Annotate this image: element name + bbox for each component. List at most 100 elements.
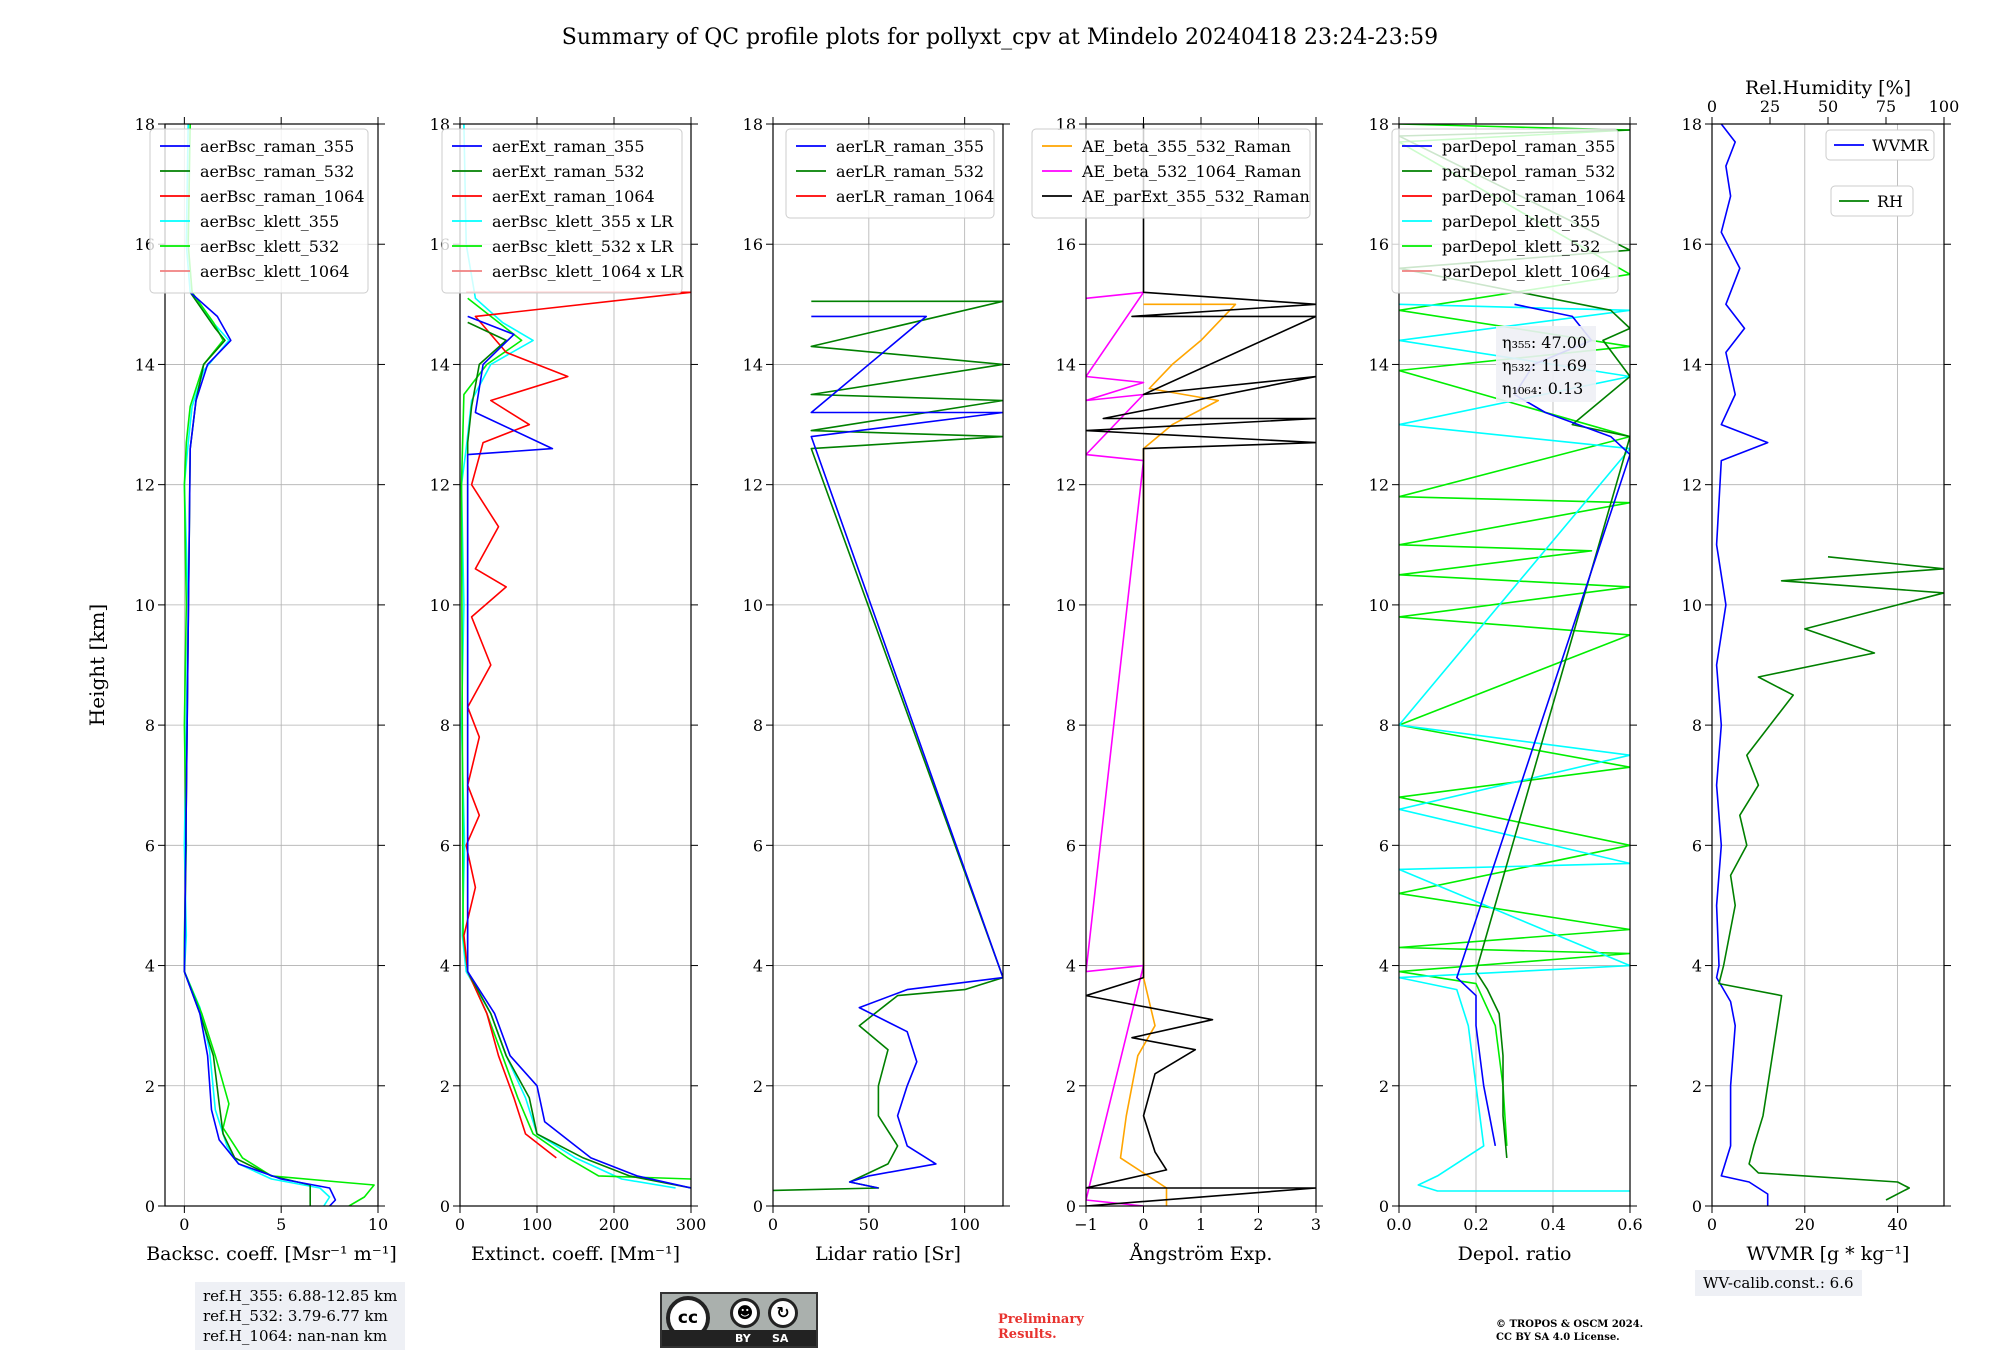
y-tick-label: 10	[1056, 596, 1076, 615]
chart-panel-6: 0 2 4 6 8 10 12 14 16 18 0 20 40 0 25 50 75 100 Rel.Humidi…	[1682, 77, 1960, 1265]
axes-frame	[1711, 123, 1945, 1207]
series-group	[773, 300, 1003, 1192]
figure-title: Summary of QC profile plots for pollyxt_…	[562, 25, 1438, 50]
series-line-aerBsc_raman_355	[183, 291, 337, 1206]
x-axis-label: WVMR [g * kg⁻¹]	[1747, 1243, 1910, 1265]
x2-tick-label: 0	[1707, 97, 1717, 116]
legend: aerExt_raman_355 aerExt_raman_532 aerExt_r…	[441, 128, 684, 294]
chart-panel-3: 0 2 4 6 8 10 12 14 16 18 0 50 100 Lidar ratio [Sr] aer…	[743, 115, 1010, 1265]
y-tick-label: 14	[135, 355, 155, 374]
x-tick-label: 0.4	[1540, 1215, 1565, 1234]
legend-label: parDepol_klett_532	[1442, 237, 1600, 256]
legend-box	[1391, 128, 1619, 294]
chart-panel-5: 0 2 4 6 8 10 12 14 16 18 0.0 0.2 0.4 0.6 Depol. ratio p…	[1369, 115, 1643, 1265]
axes-frame	[772, 123, 1004, 1207]
y-tick-label: 2	[753, 1077, 763, 1096]
x-axis-label: Backsc. coeff. [Msr⁻¹ m⁻¹]	[146, 1243, 397, 1265]
x-tick-label: 300	[676, 1215, 707, 1234]
legend-label: RH	[1877, 192, 1903, 211]
legend-label: WVMR	[1872, 136, 1929, 155]
y-tick-label: 10	[430, 596, 450, 615]
y-tick-label: 10	[1682, 596, 1702, 615]
x-tick-label: 20	[1795, 1215, 1815, 1234]
y-tick-label: 14	[1369, 355, 1389, 374]
x-tick-label: 100	[522, 1215, 553, 1234]
series-group	[460, 124, 691, 1189]
wv-calibration-box: WV-calib.const.: 6.6	[1695, 1270, 1862, 1296]
y-tick-label: 6	[1692, 836, 1702, 855]
legend-label: parDepol_klett_355	[1442, 212, 1600, 231]
x2-tick-label: 100	[1929, 97, 1960, 116]
y-tick-label: 8	[1692, 716, 1702, 735]
license-bar	[662, 1330, 816, 1346]
y-tick-label: 4	[1066, 957, 1076, 976]
y-tick-label: 4	[1379, 957, 1389, 976]
legend: AE_beta_355_532_Raman AE_beta_532_1064_Ra…	[1031, 128, 1311, 219]
legend-box	[1825, 129, 1935, 161]
license-sa-label: SA	[772, 1332, 789, 1345]
y-tick-label: 2	[145, 1077, 155, 1096]
legend-label: aerBsc_klett_355	[200, 212, 339, 231]
x-tick-label: 5	[276, 1215, 286, 1234]
x-tick-label: 10	[368, 1215, 388, 1234]
preliminary-line-2: Results.	[998, 1327, 1057, 1342]
legend-label: AE_beta_532_1064_Raman	[1081, 162, 1301, 181]
x-tick-label: −1	[1074, 1215, 1098, 1234]
y-tick-label: 8	[753, 716, 763, 735]
y-tick-label: 18	[1682, 115, 1702, 134]
y-tick-label: 10	[135, 596, 155, 615]
x-tick-label: 100	[949, 1215, 980, 1234]
x-tick-label: 0	[179, 1215, 189, 1234]
legend-label: aerBsc_klett_1064	[200, 262, 349, 281]
y-tick-label: 6	[1066, 836, 1076, 855]
legend-label: parDepol_raman_1064	[1442, 187, 1626, 206]
x-axis-label: Lidar ratio [Sr]	[815, 1243, 961, 1265]
y-tick-label: 16	[1682, 235, 1702, 254]
legend: aerBsc_raman_355 aerBsc_raman_532 aerBsc_r…	[149, 128, 369, 294]
y-axis-label: Height [km]	[85, 604, 109, 726]
x2-axis-label: Rel.Humidity [%]	[1745, 77, 1911, 99]
series-line-aerExt_raman_355	[466, 315, 691, 1189]
legend-label: aerLR_raman_532	[836, 162, 984, 181]
license-by-label: BY	[735, 1332, 751, 1345]
legend-label: aerBsc_klett_1064 x LR	[492, 262, 684, 281]
x-tick-label: 2	[1253, 1215, 1263, 1234]
y-tick-label: 6	[1379, 836, 1389, 855]
y-tick-label: 12	[135, 476, 155, 495]
y-tick-label: 8	[440, 716, 450, 735]
y-tick-label: 12	[430, 476, 450, 495]
y-tick-label: 16	[1369, 235, 1389, 254]
legend-label: AE_parExt_355_532_Raman	[1081, 187, 1310, 206]
series-group	[183, 124, 375, 1206]
y-tick-label: 0	[1379, 1197, 1389, 1216]
copyright-line-2: CC BY SA 4.0 License.	[1496, 1332, 1620, 1343]
y-tick-label: 8	[1066, 716, 1076, 735]
x-tick-label: 200	[599, 1215, 630, 1234]
legend-box	[1031, 128, 1311, 219]
legend-label: aerLR_raman_1064	[836, 187, 994, 206]
series-line-WVMR	[1715, 124, 1769, 1206]
legend-label: parDepol_raman_532	[1442, 162, 1615, 181]
y-tick-label: 8	[1379, 716, 1389, 735]
x-tick-label: 1	[1196, 1215, 1206, 1234]
y-tick-label: 14	[743, 355, 763, 374]
y-tick-label: 18	[1369, 115, 1389, 134]
x-tick-label: 3	[1311, 1215, 1321, 1234]
x-tick-label: 50	[859, 1215, 879, 1234]
copyright-line-1: © TROPOS & OSCM 2024.	[1496, 1319, 1644, 1330]
y-tick-label: 14	[1682, 355, 1702, 374]
y-tick-label: 0	[440, 1197, 450, 1216]
x-tick-label: 0.0	[1386, 1215, 1411, 1234]
y-tick-label: 12	[1056, 476, 1076, 495]
legend-label: aerBsc_raman_355	[200, 137, 354, 156]
x-axis-label: Depol. ratio	[1458, 1243, 1572, 1265]
preliminary-line-1: Preliminary	[998, 1312, 1084, 1327]
series-line-parDepol_klett_355	[1399, 303, 1630, 1192]
series-line-aerLR_raman_355	[810, 315, 1003, 1189]
legend-label: aerBsc_klett_532 x LR	[492, 237, 674, 256]
y-tick-label: 0	[1066, 1197, 1076, 1216]
y-tick-label: 12	[1369, 476, 1389, 495]
